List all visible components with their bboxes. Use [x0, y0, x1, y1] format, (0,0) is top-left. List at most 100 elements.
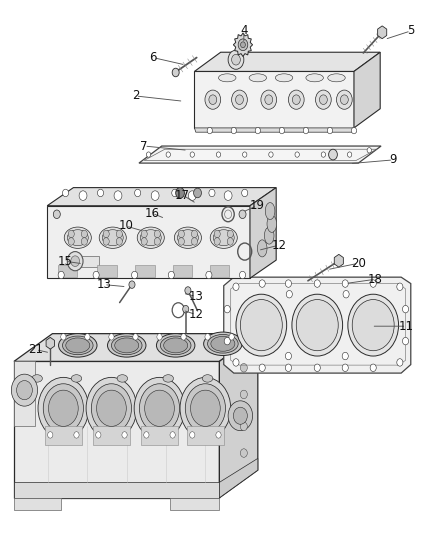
Polygon shape — [194, 52, 380, 71]
Text: 10: 10 — [118, 220, 133, 232]
Ellipse shape — [59, 334, 97, 357]
Circle shape — [103, 230, 109, 238]
Circle shape — [316, 90, 331, 109]
Circle shape — [68, 238, 74, 245]
Circle shape — [240, 449, 247, 457]
Circle shape — [133, 334, 138, 340]
Circle shape — [97, 390, 126, 426]
Circle shape — [239, 271, 246, 279]
Polygon shape — [139, 146, 381, 163]
Text: 19: 19 — [250, 199, 264, 212]
Circle shape — [48, 432, 53, 438]
Ellipse shape — [66, 338, 90, 353]
Circle shape — [71, 256, 80, 266]
Circle shape — [240, 422, 247, 431]
Circle shape — [154, 238, 160, 245]
Circle shape — [259, 280, 265, 287]
Circle shape — [240, 300, 282, 351]
Circle shape — [166, 152, 170, 157]
Text: 5: 5 — [407, 25, 414, 37]
Circle shape — [224, 305, 230, 313]
Circle shape — [141, 238, 147, 245]
Circle shape — [329, 149, 337, 160]
Polygon shape — [47, 206, 250, 278]
Polygon shape — [194, 71, 354, 128]
Circle shape — [17, 381, 32, 400]
Circle shape — [185, 384, 225, 433]
Circle shape — [144, 432, 149, 438]
Circle shape — [185, 287, 191, 294]
Circle shape — [209, 189, 215, 197]
Circle shape — [314, 364, 320, 372]
Polygon shape — [378, 26, 387, 39]
Circle shape — [397, 359, 403, 366]
Ellipse shape — [202, 375, 213, 382]
Ellipse shape — [257, 240, 267, 257]
Text: 21: 21 — [28, 343, 43, 356]
Circle shape — [285, 280, 291, 287]
Ellipse shape — [275, 74, 293, 82]
Ellipse shape — [163, 375, 173, 382]
Ellipse shape — [102, 230, 123, 246]
Ellipse shape — [71, 375, 82, 382]
Circle shape — [93, 271, 99, 279]
Text: 20: 20 — [351, 257, 366, 270]
Ellipse shape — [160, 336, 191, 355]
Text: 7: 7 — [140, 140, 148, 152]
Ellipse shape — [328, 74, 345, 82]
Ellipse shape — [177, 230, 198, 246]
Circle shape — [351, 127, 357, 134]
Ellipse shape — [137, 227, 164, 248]
Circle shape — [236, 294, 287, 356]
Bar — [135, 265, 155, 277]
Polygon shape — [47, 188, 276, 206]
Circle shape — [255, 127, 260, 134]
Ellipse shape — [265, 203, 275, 220]
Circle shape — [285, 352, 291, 360]
Circle shape — [342, 280, 348, 287]
Circle shape — [154, 230, 160, 238]
Circle shape — [85, 334, 90, 340]
Bar — [58, 265, 77, 277]
Circle shape — [348, 294, 399, 356]
Circle shape — [205, 334, 210, 340]
Ellipse shape — [108, 334, 146, 357]
Circle shape — [343, 290, 349, 298]
Circle shape — [61, 334, 66, 340]
Ellipse shape — [62, 336, 93, 355]
Circle shape — [172, 189, 178, 197]
Circle shape — [135, 189, 141, 197]
Circle shape — [233, 359, 239, 366]
Ellipse shape — [117, 375, 128, 382]
Ellipse shape — [249, 74, 267, 82]
Circle shape — [116, 230, 122, 238]
Text: 2: 2 — [132, 90, 139, 102]
Text: 13: 13 — [97, 278, 111, 291]
Circle shape — [402, 337, 409, 345]
Bar — [80, 256, 99, 266]
Circle shape — [243, 152, 247, 157]
Circle shape — [191, 238, 198, 245]
Circle shape — [151, 191, 159, 200]
Circle shape — [336, 90, 352, 109]
Polygon shape — [219, 458, 258, 498]
Circle shape — [402, 305, 409, 313]
Circle shape — [340, 95, 348, 104]
Ellipse shape — [174, 227, 201, 248]
Circle shape — [214, 238, 220, 245]
Circle shape — [191, 230, 198, 238]
Text: 13: 13 — [188, 290, 203, 303]
Circle shape — [319, 95, 327, 104]
Circle shape — [261, 90, 277, 109]
Ellipse shape — [140, 230, 161, 246]
Circle shape — [295, 152, 299, 157]
Circle shape — [269, 152, 273, 157]
Circle shape — [53, 210, 60, 219]
Ellipse shape — [208, 335, 238, 353]
Circle shape — [347, 152, 352, 157]
Circle shape — [370, 364, 376, 372]
Polygon shape — [219, 334, 258, 498]
Circle shape — [81, 230, 87, 238]
Circle shape — [279, 127, 284, 134]
Circle shape — [190, 432, 195, 438]
